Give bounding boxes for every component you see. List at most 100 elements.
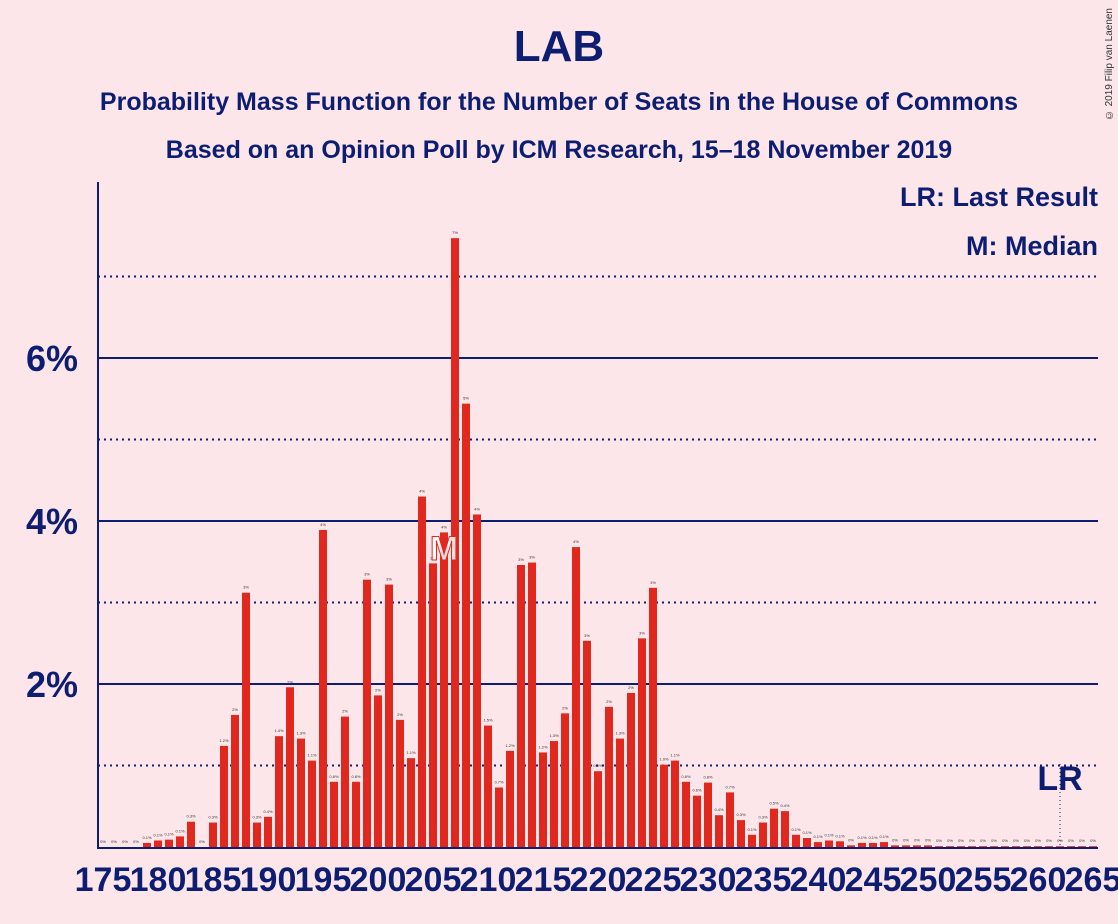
chart-subtitle-2: Based on an Opinion Poll by ICM Research… (165, 136, 953, 164)
last-result-marker: LR (1037, 760, 1082, 798)
bar-value-label: 2% (375, 687, 381, 692)
x-tick-label: 215 (515, 861, 572, 899)
bar-183 (187, 821, 195, 847)
bar-211 (495, 787, 503, 847)
bar-value-label: 4% (419, 489, 425, 494)
bar-value-label: 0.9% (593, 763, 603, 768)
x-tick-label: 175 (75, 861, 132, 899)
bar-241 (825, 840, 833, 847)
bar-value-label: 1.3% (296, 731, 306, 736)
bar-255 (979, 846, 987, 847)
bar-value-label: 0.1% (164, 832, 174, 837)
bar-value-label: 1.1% (670, 753, 680, 758)
bar-202 (396, 719, 404, 847)
bar-191 (275, 736, 283, 847)
bar-192 (286, 687, 294, 847)
bar-value-label: 0.1% (747, 827, 757, 832)
x-tick-label: 180 (130, 861, 187, 899)
bar-value-label: 3% (364, 572, 370, 577)
bar-value-label: 0% (936, 838, 942, 843)
bar-210 (484, 725, 492, 847)
bar-242 (836, 841, 844, 847)
bar-263 (1067, 846, 1075, 847)
bar-value-label: 2% (232, 707, 238, 712)
bar-value-label: 0.1% (813, 834, 823, 839)
bar-value-label: 0.1% (824, 832, 834, 837)
bar-value-label: 0.1% (835, 833, 845, 838)
bar-230 (704, 782, 712, 847)
bar-value-label: 0% (111, 839, 117, 844)
bar-208 (462, 403, 470, 847)
bar-value-label: 0.1% (175, 828, 185, 833)
x-tick-label: 245 (845, 861, 902, 899)
bar-value-label: 0% (122, 839, 128, 844)
bar-value-label: 0.1% (153, 832, 163, 837)
legend-last-result: LR: Last Result (899, 182, 1098, 212)
bar-205 (429, 563, 437, 847)
bar-value-label: 0.1% (802, 830, 812, 835)
bar-201 (385, 584, 393, 847)
bar-value-label: 0.4% (780, 803, 790, 808)
bar-value-label: 0.7% (494, 780, 504, 785)
bar-value-label: 0.3% (736, 812, 746, 817)
bar-218 (572, 547, 580, 847)
bar-253 (957, 846, 965, 847)
bar-188 (242, 592, 250, 847)
bar-261 (1045, 846, 1053, 847)
bar-199 (363, 579, 371, 847)
bar-value-label: 1.1% (406, 750, 416, 755)
x-tick-label: 240 (790, 861, 847, 899)
bar-value-label: 2% (628, 685, 634, 690)
bar-224 (638, 638, 646, 847)
x-tick-label: 250 (900, 861, 957, 899)
bar-value-label: 2% (287, 679, 293, 684)
bar-value-label: 0% (1068, 838, 1074, 843)
x-tick-label: 225 (625, 861, 682, 899)
bar-196 (330, 781, 338, 847)
bar-251 (935, 846, 943, 847)
bar-value-label: 0% (1046, 838, 1052, 843)
bar-249 (913, 845, 921, 847)
x-tick-label: 260 (1010, 861, 1067, 899)
bar-180 (154, 840, 162, 847)
x-tick-label: 185 (185, 861, 242, 899)
bar-182 (176, 836, 184, 847)
bar-value-label: 0.1% (791, 827, 801, 832)
bar-value-label: 0% (914, 837, 920, 842)
bar-value-label: 5% (463, 396, 469, 401)
bar-value-label: 1.2% (219, 738, 229, 743)
bar-217 (561, 713, 569, 847)
y-tick-label: 4% (26, 501, 78, 542)
bar-185 (209, 822, 217, 847)
bar-value-label: 0% (1002, 838, 1008, 843)
bar-value-label: 0.5% (769, 801, 779, 806)
bar-226 (660, 764, 668, 847)
bar-value-label: 0% (199, 839, 205, 844)
x-tick-label: 235 (735, 861, 792, 899)
bar-value-label: 0.1% (868, 835, 878, 840)
bar-value-label: 3% (639, 630, 645, 635)
bar-value-label: 0.3% (758, 815, 768, 820)
bar-195 (319, 529, 327, 847)
bar-190 (264, 816, 272, 847)
bar-value-label: 1.2% (538, 744, 548, 749)
bar-value-label: 1.2% (505, 743, 515, 748)
bar-value-label: 0.1% (879, 834, 889, 839)
bar-194 (308, 760, 316, 847)
legend-median: M: Median (966, 231, 1098, 261)
bar-value-label: 0.3% (252, 815, 262, 820)
bar-value-label: 7% (452, 230, 458, 235)
bar-246 (880, 842, 888, 847)
bar-181 (165, 839, 173, 847)
bar-223 (627, 692, 635, 847)
bar-233 (737, 820, 745, 847)
bar-value-label: 0% (947, 838, 953, 843)
bar-value-label: 0% (1090, 838, 1096, 843)
bar-222 (616, 738, 624, 847)
bar-value-label: 0.4% (714, 807, 724, 812)
bar-216 (550, 741, 558, 847)
chart-subtitle-1: Probability Mass Function for the Number… (99, 88, 1019, 116)
bar-243 (847, 845, 855, 847)
x-tick-label: 205 (405, 861, 462, 899)
